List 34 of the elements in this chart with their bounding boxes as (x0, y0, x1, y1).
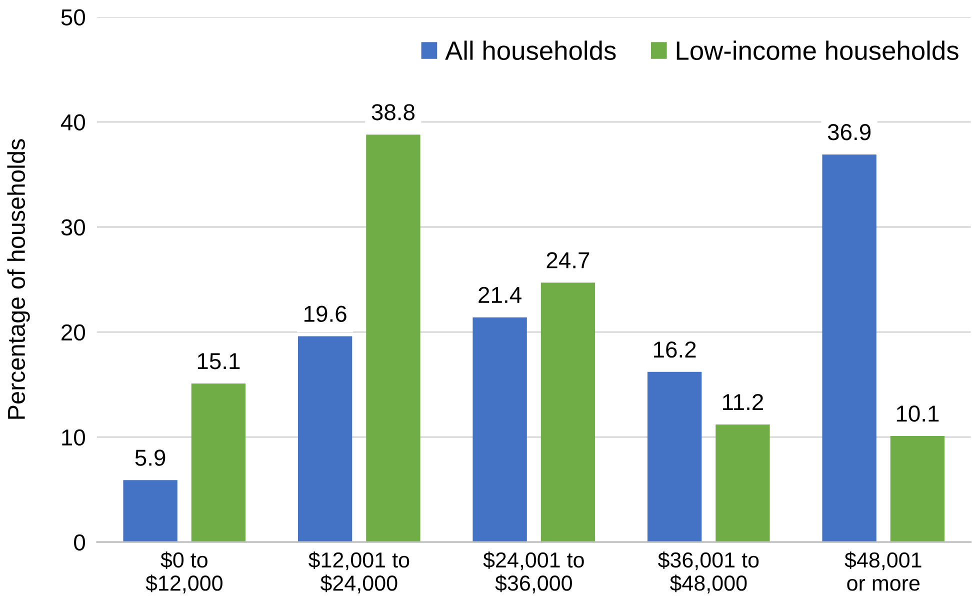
y-tick-label: 40 (60, 114, 86, 130)
y-axis-title: Percentage of households (7, 139, 30, 419)
x-tick-label: $0 to $12,000 (146, 551, 222, 594)
y-tick-label: 0 (74, 534, 85, 551)
data-label: 16.2 (654, 341, 696, 358)
data-label: 21.4 (478, 286, 522, 303)
bar (191, 383, 246, 542)
x-tick-label: $24,001 to $36,000 (483, 551, 584, 594)
bar (540, 282, 596, 542)
x-tick-label: $36,001 to $48,000 (658, 551, 759, 594)
data-label: 24.7 (546, 252, 590, 268)
y-tick-label: 30 (61, 219, 86, 236)
y-tick-label: 50 (61, 9, 86, 26)
y-tick-label: 20 (62, 324, 86, 341)
bar (123, 480, 178, 542)
data-label: 11.2 (723, 394, 764, 410)
y-tick-label: 10 (62, 429, 86, 446)
data-label: 36.9 (828, 124, 871, 140)
legend-label: Low-income households (676, 40, 958, 60)
legend-label: All households (445, 40, 616, 60)
data-label: 19.6 (304, 306, 346, 322)
bar (298, 336, 352, 542)
bar (890, 436, 945, 542)
data-label: 15.1 (198, 353, 240, 370)
x-tick-label: $12,001 to $24,000 (308, 551, 410, 594)
bar (366, 134, 420, 542)
data-label: 10.1 (896, 406, 939, 422)
bar (472, 317, 527, 542)
bar (716, 424, 770, 542)
data-label: 38.8 (372, 104, 415, 120)
x-tick-label: $48,001 or more (844, 551, 922, 591)
bar (647, 372, 702, 542)
data-label: 5.9 (135, 450, 166, 466)
bar (822, 154, 876, 542)
